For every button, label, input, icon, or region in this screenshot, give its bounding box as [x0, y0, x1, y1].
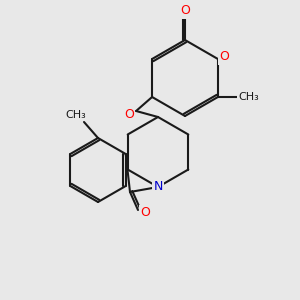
Text: CH₃: CH₃ — [66, 110, 86, 120]
Text: O: O — [180, 4, 190, 17]
Text: O: O — [140, 206, 150, 220]
Text: O: O — [219, 50, 229, 64]
Text: CH₃: CH₃ — [238, 92, 259, 102]
Text: N: N — [153, 181, 163, 194]
Text: O: O — [124, 107, 134, 121]
